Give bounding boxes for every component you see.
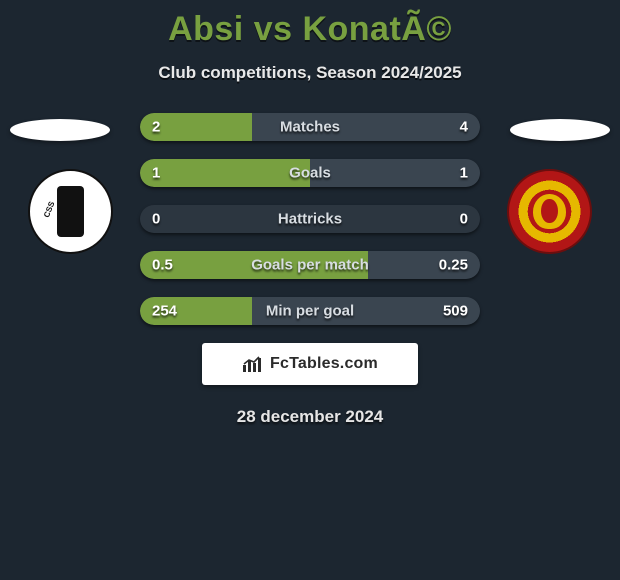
stat-right-value: 1 (460, 165, 468, 182)
stat-left-value: 2 (152, 119, 160, 136)
stat-label: Hattricks (278, 211, 342, 228)
stat-right-value: 4 (460, 119, 468, 136)
stat-row-hattricks: 0 Hattricks 0 (140, 205, 480, 233)
brand-box: FcTables.com (202, 343, 418, 385)
stat-left-value: 0.5 (152, 257, 173, 274)
bar-left-fill (140, 159, 310, 187)
stat-right-value: 509 (443, 303, 468, 320)
page-title: Absi vs KonatÃ© (0, 0, 620, 49)
stat-label: Matches (280, 119, 340, 136)
stat-right-value: 0 (460, 211, 468, 228)
stat-row-goals: 1 Goals 1 (140, 159, 480, 187)
stat-label: Goals (289, 165, 331, 182)
stat-row-goals-per-match: 0.5 Goals per match 0.25 (140, 251, 480, 279)
stats-area: 2 Matches 4 1 Goals 1 0 Hattricks 0 (0, 113, 620, 427)
left-flag-icon (10, 119, 110, 141)
stat-row-min-per-goal: 254 Min per goal 509 (140, 297, 480, 325)
brand-chart-icon (242, 355, 264, 373)
bar-right-fill (310, 159, 480, 187)
page-subtitle: Club competitions, Season 2024/2025 (0, 63, 620, 83)
left-crest-icon (28, 169, 113, 254)
stat-left-value: 254 (152, 303, 177, 320)
root: Absi vs KonatÃ© Club competitions, Seaso… (0, 0, 620, 580)
footer-date: 28 december 2024 (0, 407, 620, 427)
right-crest-icon (507, 169, 592, 254)
stat-label: Min per goal (266, 303, 354, 320)
stat-left-value: 0 (152, 211, 160, 228)
brand-text: FcTables.com (270, 355, 378, 373)
right-flag-icon (510, 119, 610, 141)
stat-row-matches: 2 Matches 4 (140, 113, 480, 141)
bars-wrapper: 2 Matches 4 1 Goals 1 0 Hattricks 0 (140, 113, 480, 325)
stat-left-value: 1 (152, 165, 160, 182)
stat-label: Goals per match (251, 257, 369, 274)
stat-right-value: 0.25 (439, 257, 468, 274)
